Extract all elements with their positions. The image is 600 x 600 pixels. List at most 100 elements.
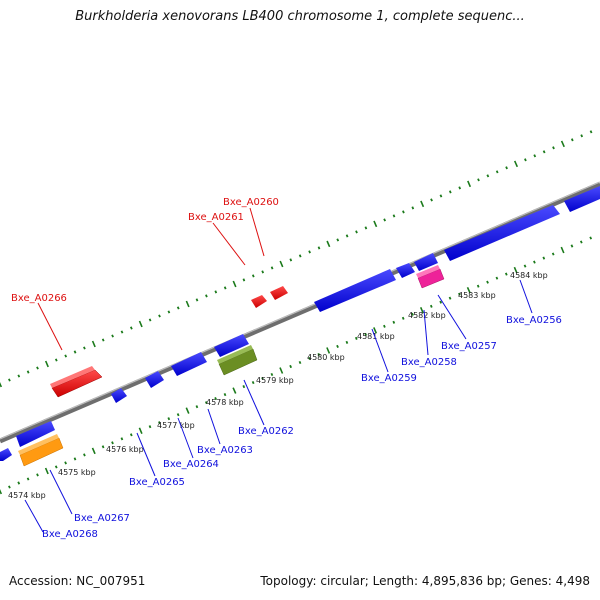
gene-feature-Bxe_A0261[interactable] bbox=[251, 295, 267, 308]
minor-tick bbox=[317, 246, 321, 250]
gene-feature-Bxe_A0257[interactable] bbox=[414, 253, 438, 271]
minor-tick bbox=[504, 272, 508, 276]
gene-feature-Bxe_A0268[interactable] bbox=[0, 448, 12, 461]
minor-tick bbox=[533, 260, 536, 264]
minor-tick bbox=[251, 381, 255, 385]
minor-tick bbox=[345, 234, 349, 238]
minor-tick bbox=[214, 290, 218, 294]
major-tick bbox=[419, 306, 424, 314]
minor-tick bbox=[570, 244, 574, 248]
map-title: Burkholderia xenovorans LB400 chromosome… bbox=[75, 9, 525, 24]
minor-tick bbox=[148, 318, 152, 322]
major-tick bbox=[560, 246, 565, 254]
major-tick bbox=[326, 240, 331, 248]
gene-feature-Bxe_A0258[interactable] bbox=[396, 263, 415, 278]
gene-feature-Bxe_A0265[interactable] bbox=[111, 388, 127, 403]
gene-label[interactable]: Bxe_A0268 bbox=[42, 529, 98, 540]
minor-tick bbox=[120, 330, 124, 334]
minor-tick bbox=[336, 238, 340, 242]
minor-tick bbox=[495, 170, 499, 174]
major-tick bbox=[373, 220, 378, 228]
minor-tick bbox=[17, 481, 21, 485]
minor-tick bbox=[205, 294, 208, 298]
major-tick bbox=[138, 427, 143, 435]
gene-feature-orange[interactable] bbox=[18, 434, 64, 467]
gene-feature-right-edge[interactable] bbox=[564, 186, 600, 212]
gene-labels-lower: Bxe_A0268 Bxe_A0267 Bxe_A0265 Bxe_A0264 … bbox=[42, 315, 562, 540]
major-tick bbox=[185, 300, 190, 308]
minor-tick bbox=[176, 413, 180, 417]
gene-label[interactable]: Bxe_A0262 bbox=[238, 426, 294, 437]
gene-label[interactable]: Bxe_A0264 bbox=[163, 459, 219, 470]
gene-label[interactable]: Bxe_A0260 bbox=[223, 197, 279, 208]
minor-tick bbox=[523, 264, 527, 268]
minor-tick bbox=[486, 174, 490, 178]
minor-tick bbox=[570, 138, 574, 142]
minor-tick bbox=[392, 214, 396, 218]
minor-tick bbox=[36, 366, 39, 370]
major-tick bbox=[513, 266, 518, 274]
minor-tick bbox=[261, 377, 264, 381]
major-tick bbox=[467, 180, 472, 188]
minor-tick bbox=[289, 258, 293, 262]
minor-tick bbox=[298, 360, 302, 365]
gene-feature-Bxe_A0256[interactable] bbox=[444, 205, 560, 261]
scale-label: 4583 kbp bbox=[458, 291, 496, 300]
minor-tick bbox=[533, 154, 537, 158]
gene-feature-Bxe_A0259[interactable] bbox=[314, 269, 396, 312]
scale-label: 4574 kbp bbox=[8, 491, 46, 500]
minor-tick bbox=[204, 401, 208, 405]
gene-label[interactable]: Bxe_A0258 bbox=[401, 357, 457, 368]
gene-label[interactable]: Bxe_A0257 bbox=[441, 341, 497, 352]
minor-tick bbox=[26, 477, 30, 481]
lower-tick-track bbox=[0, 236, 593, 495]
minor-tick bbox=[355, 230, 358, 234]
minor-tick bbox=[411, 206, 415, 210]
minor-tick bbox=[364, 226, 368, 230]
minor-tick bbox=[486, 280, 489, 284]
minor-tick bbox=[552, 146, 555, 150]
chromosome-backbone bbox=[0, 181, 600, 444]
gene-feature-Bxe_A0260[interactable] bbox=[270, 286, 288, 300]
minor-tick bbox=[129, 326, 133, 330]
minor-tick bbox=[579, 240, 583, 244]
gene-feature-Bxe_A0263[interactable] bbox=[171, 352, 207, 376]
minor-tick bbox=[448, 296, 452, 300]
major-tick bbox=[279, 260, 284, 268]
minor-tick bbox=[458, 186, 462, 190]
minor-tick bbox=[402, 210, 405, 214]
minor-tick bbox=[589, 130, 593, 134]
scale-label: 4584 kbp bbox=[510, 271, 548, 280]
minor-tick bbox=[73, 457, 77, 461]
scale-label: 4577 kbp bbox=[157, 421, 195, 430]
major-tick bbox=[232, 280, 237, 288]
minor-tick bbox=[345, 340, 349, 344]
major-tick bbox=[91, 340, 96, 348]
gene-label[interactable]: Bxe_A0265 bbox=[129, 477, 185, 488]
gene-label[interactable]: Bxe_A0263 bbox=[197, 445, 253, 456]
gene-label[interactable]: Bxe_A0267 bbox=[74, 513, 130, 524]
minor-tick bbox=[54, 358, 58, 362]
minor-tick bbox=[439, 300, 443, 304]
gene-feature-Bxe_A0262[interactable] bbox=[214, 334, 249, 357]
major-tick bbox=[44, 360, 49, 368]
gene-feature-Bxe_A0267[interactable] bbox=[16, 421, 55, 447]
lower-leader-lines bbox=[24, 279, 533, 533]
upper-leader-lines bbox=[37, 207, 265, 351]
minor-tick bbox=[129, 433, 133, 437]
gene-feature-olive[interactable] bbox=[217, 345, 258, 376]
minor-tick bbox=[111, 334, 114, 338]
gene-label[interactable]: Bxe_A0261 bbox=[188, 212, 244, 223]
minor-tick bbox=[83, 346, 86, 350]
gene-label[interactable]: Bxe_A0256 bbox=[506, 315, 562, 326]
gene-feature-Bxe_A0264[interactable] bbox=[145, 371, 164, 388]
minor-tick bbox=[251, 274, 255, 278]
scale-label: 4575 kbp bbox=[58, 468, 96, 477]
minor-tick bbox=[120, 437, 124, 441]
minor-tick bbox=[223, 393, 227, 397]
gene-label[interactable]: Bxe_A0266 bbox=[11, 293, 67, 304]
gene-feature-pink[interactable] bbox=[416, 265, 445, 289]
gene-label[interactable]: Bxe_A0259 bbox=[361, 373, 417, 384]
gene-feature-Bxe_A0266[interactable] bbox=[50, 366, 103, 398]
